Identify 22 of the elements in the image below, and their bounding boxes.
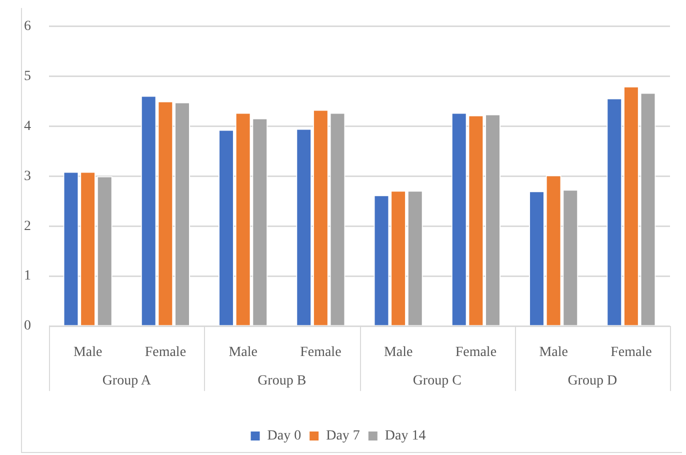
y-tick-label: 5 xyxy=(24,69,31,84)
legend-label: Day 0 xyxy=(267,428,302,444)
x-tick-label: Male xyxy=(73,345,102,360)
x-tick-label: Female xyxy=(144,345,186,360)
text: Group B xyxy=(258,374,306,389)
y-tick-label: 2 xyxy=(24,218,31,234)
x-tick-label: Female xyxy=(610,345,652,360)
y-tick-label: 0 xyxy=(24,318,31,334)
x-tick-label: Male xyxy=(539,345,568,360)
x-tick-label: Male xyxy=(228,345,258,360)
text: Group C xyxy=(412,374,462,389)
y-tick-label: 6 xyxy=(24,19,31,34)
x-tick-label: Male xyxy=(384,345,413,360)
y-tick-label: 3 xyxy=(24,168,31,184)
legend-label: Day 7 xyxy=(326,428,360,444)
y-tick-label: 1 xyxy=(24,268,31,284)
x-tick-label: Female xyxy=(455,345,497,360)
y-tick-label: 4 xyxy=(24,118,31,134)
legend-label: Day 14 xyxy=(384,428,426,444)
text: Group D xyxy=(568,374,618,389)
x-tick-label: Female xyxy=(300,345,342,360)
text: Group A xyxy=(102,374,152,389)
